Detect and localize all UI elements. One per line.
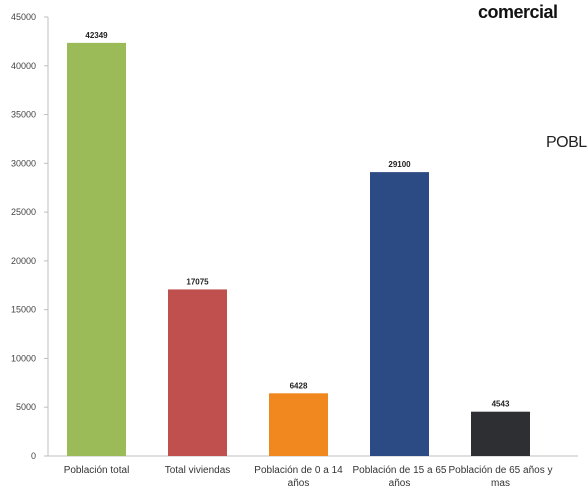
category-label: años xyxy=(288,478,310,489)
y-tick-label: 0 xyxy=(31,451,36,461)
bar xyxy=(269,393,328,456)
data-label: 6428 xyxy=(290,381,308,390)
data-label: 42349 xyxy=(85,31,108,40)
y-tick-label: 25000 xyxy=(11,207,36,217)
slide-title-fragment: comercial xyxy=(478,2,558,22)
data-labels: 42349 17075 6428 29100 4543 xyxy=(85,31,510,409)
y-tick-label: 15000 xyxy=(11,305,36,315)
category-label: Población total xyxy=(64,465,130,476)
category-label: Población de 15 a 65 xyxy=(353,465,447,476)
data-label: 29100 xyxy=(388,160,411,169)
bar xyxy=(471,411,530,456)
y-tick-labels: 0 5000 10000 15000 20000 25000 30000 35000 40000… xyxy=(11,12,48,461)
y-tick-label: 30000 xyxy=(11,158,36,168)
category-label: Población de 65 años y xyxy=(449,465,553,476)
slide-text-fragment: POBL xyxy=(546,134,587,151)
data-label: 17075 xyxy=(186,277,209,286)
data-label: 4543 xyxy=(492,400,510,409)
category-label: mas xyxy=(491,478,510,489)
y-tick-label: 10000 xyxy=(11,353,36,363)
y-tick-label: 35000 xyxy=(11,110,36,120)
category-labels: Población total Total viviendas Población … xyxy=(64,465,553,489)
bar xyxy=(67,42,126,457)
bar xyxy=(370,172,429,456)
category-label: años xyxy=(389,478,411,489)
bar xyxy=(168,289,227,456)
y-tick-label: 45000 xyxy=(11,12,36,22)
y-tick-label: 5000 xyxy=(16,402,36,412)
y-tick-label: 20000 xyxy=(11,256,36,266)
y-tick-label: 40000 xyxy=(11,61,36,71)
category-label: Total viviendas xyxy=(165,465,231,476)
bars xyxy=(67,42,530,457)
category-label: Población de 0 a 14 xyxy=(254,465,343,476)
